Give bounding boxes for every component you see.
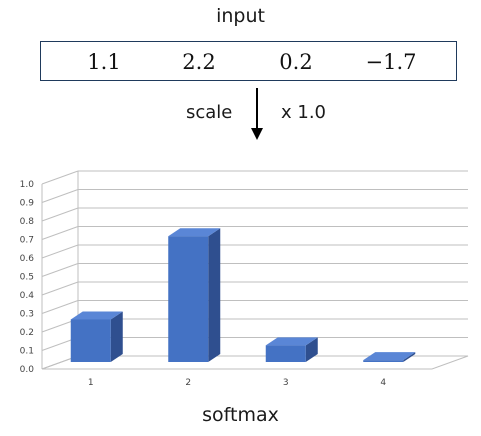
- bar-top-2: [168, 228, 221, 237]
- y-tick-label: 0.8: [20, 217, 35, 227]
- y-tick-label: 0.6: [20, 254, 35, 264]
- x-tick-label: 4: [380, 378, 386, 388]
- input-title: input: [216, 5, 265, 27]
- bar-top-4: [363, 352, 416, 361]
- y-tick-label: 0.1: [20, 347, 34, 357]
- bar-side-4: [403, 352, 416, 362]
- input-vector-box: 1.1 2.2 0.2 −1.7: [40, 41, 457, 81]
- side-gridline: [41, 207, 79, 222]
- side-gridline: [41, 189, 79, 203]
- bar-side-3: [305, 337, 318, 362]
- side-gridline: [41, 226, 79, 240]
- scale-factor-label: x 1.0: [281, 102, 326, 123]
- bar-3: [265, 345, 306, 362]
- y-tick-label: 0.5: [20, 273, 34, 283]
- side-gridline: [41, 244, 79, 259]
- y-tick-label: 1.0: [20, 180, 35, 190]
- x-tick-label: 2: [185, 378, 191, 388]
- softmax-bar-chart: 0.0 0.1 0.2 0.3 0.4 0.5 0.6 0.7 0.8 0.9 1.0 1 2 3 4: [20, 170, 469, 388]
- side-gridline: [41, 300, 79, 314]
- y-tick-label: 0.2: [20, 328, 34, 338]
- bar-side-1: [110, 311, 123, 362]
- x-tick-label: 3: [283, 378, 289, 388]
- down-arrow-shaft: [256, 88, 258, 130]
- bar-2: [168, 236, 209, 362]
- bar-top-1: [70, 311, 123, 320]
- y-tick-label: 0.9: [20, 199, 35, 209]
- bar-4: [363, 360, 404, 362]
- bar-side-2: [208, 228, 221, 362]
- side-gridline: [41, 170, 79, 185]
- side-gridline: [41, 263, 79, 277]
- bar-1: [70, 319, 111, 362]
- side-gridline: [41, 281, 79, 296]
- chart-x-label: softmax: [202, 404, 279, 426]
- input-value-4: −1.7: [365, 50, 417, 74]
- y-tick-label: 0.0: [20, 365, 35, 375]
- x-tick-label: 1: [88, 378, 94, 388]
- operation-label: scale: [186, 102, 233, 123]
- y-tick-label: 0.7: [20, 236, 34, 246]
- input-value-2: 2.2: [182, 50, 216, 74]
- y-tick-label: 0.3: [20, 310, 34, 320]
- input-value-3: 0.2: [279, 50, 313, 74]
- y-tick-label: 0.4: [20, 291, 35, 301]
- input-value-1: 1.1: [87, 50, 121, 74]
- chart-floor: [41, 355, 469, 370]
- bar-top-3: [265, 337, 318, 346]
- down-arrow-icon: [251, 128, 263, 140]
